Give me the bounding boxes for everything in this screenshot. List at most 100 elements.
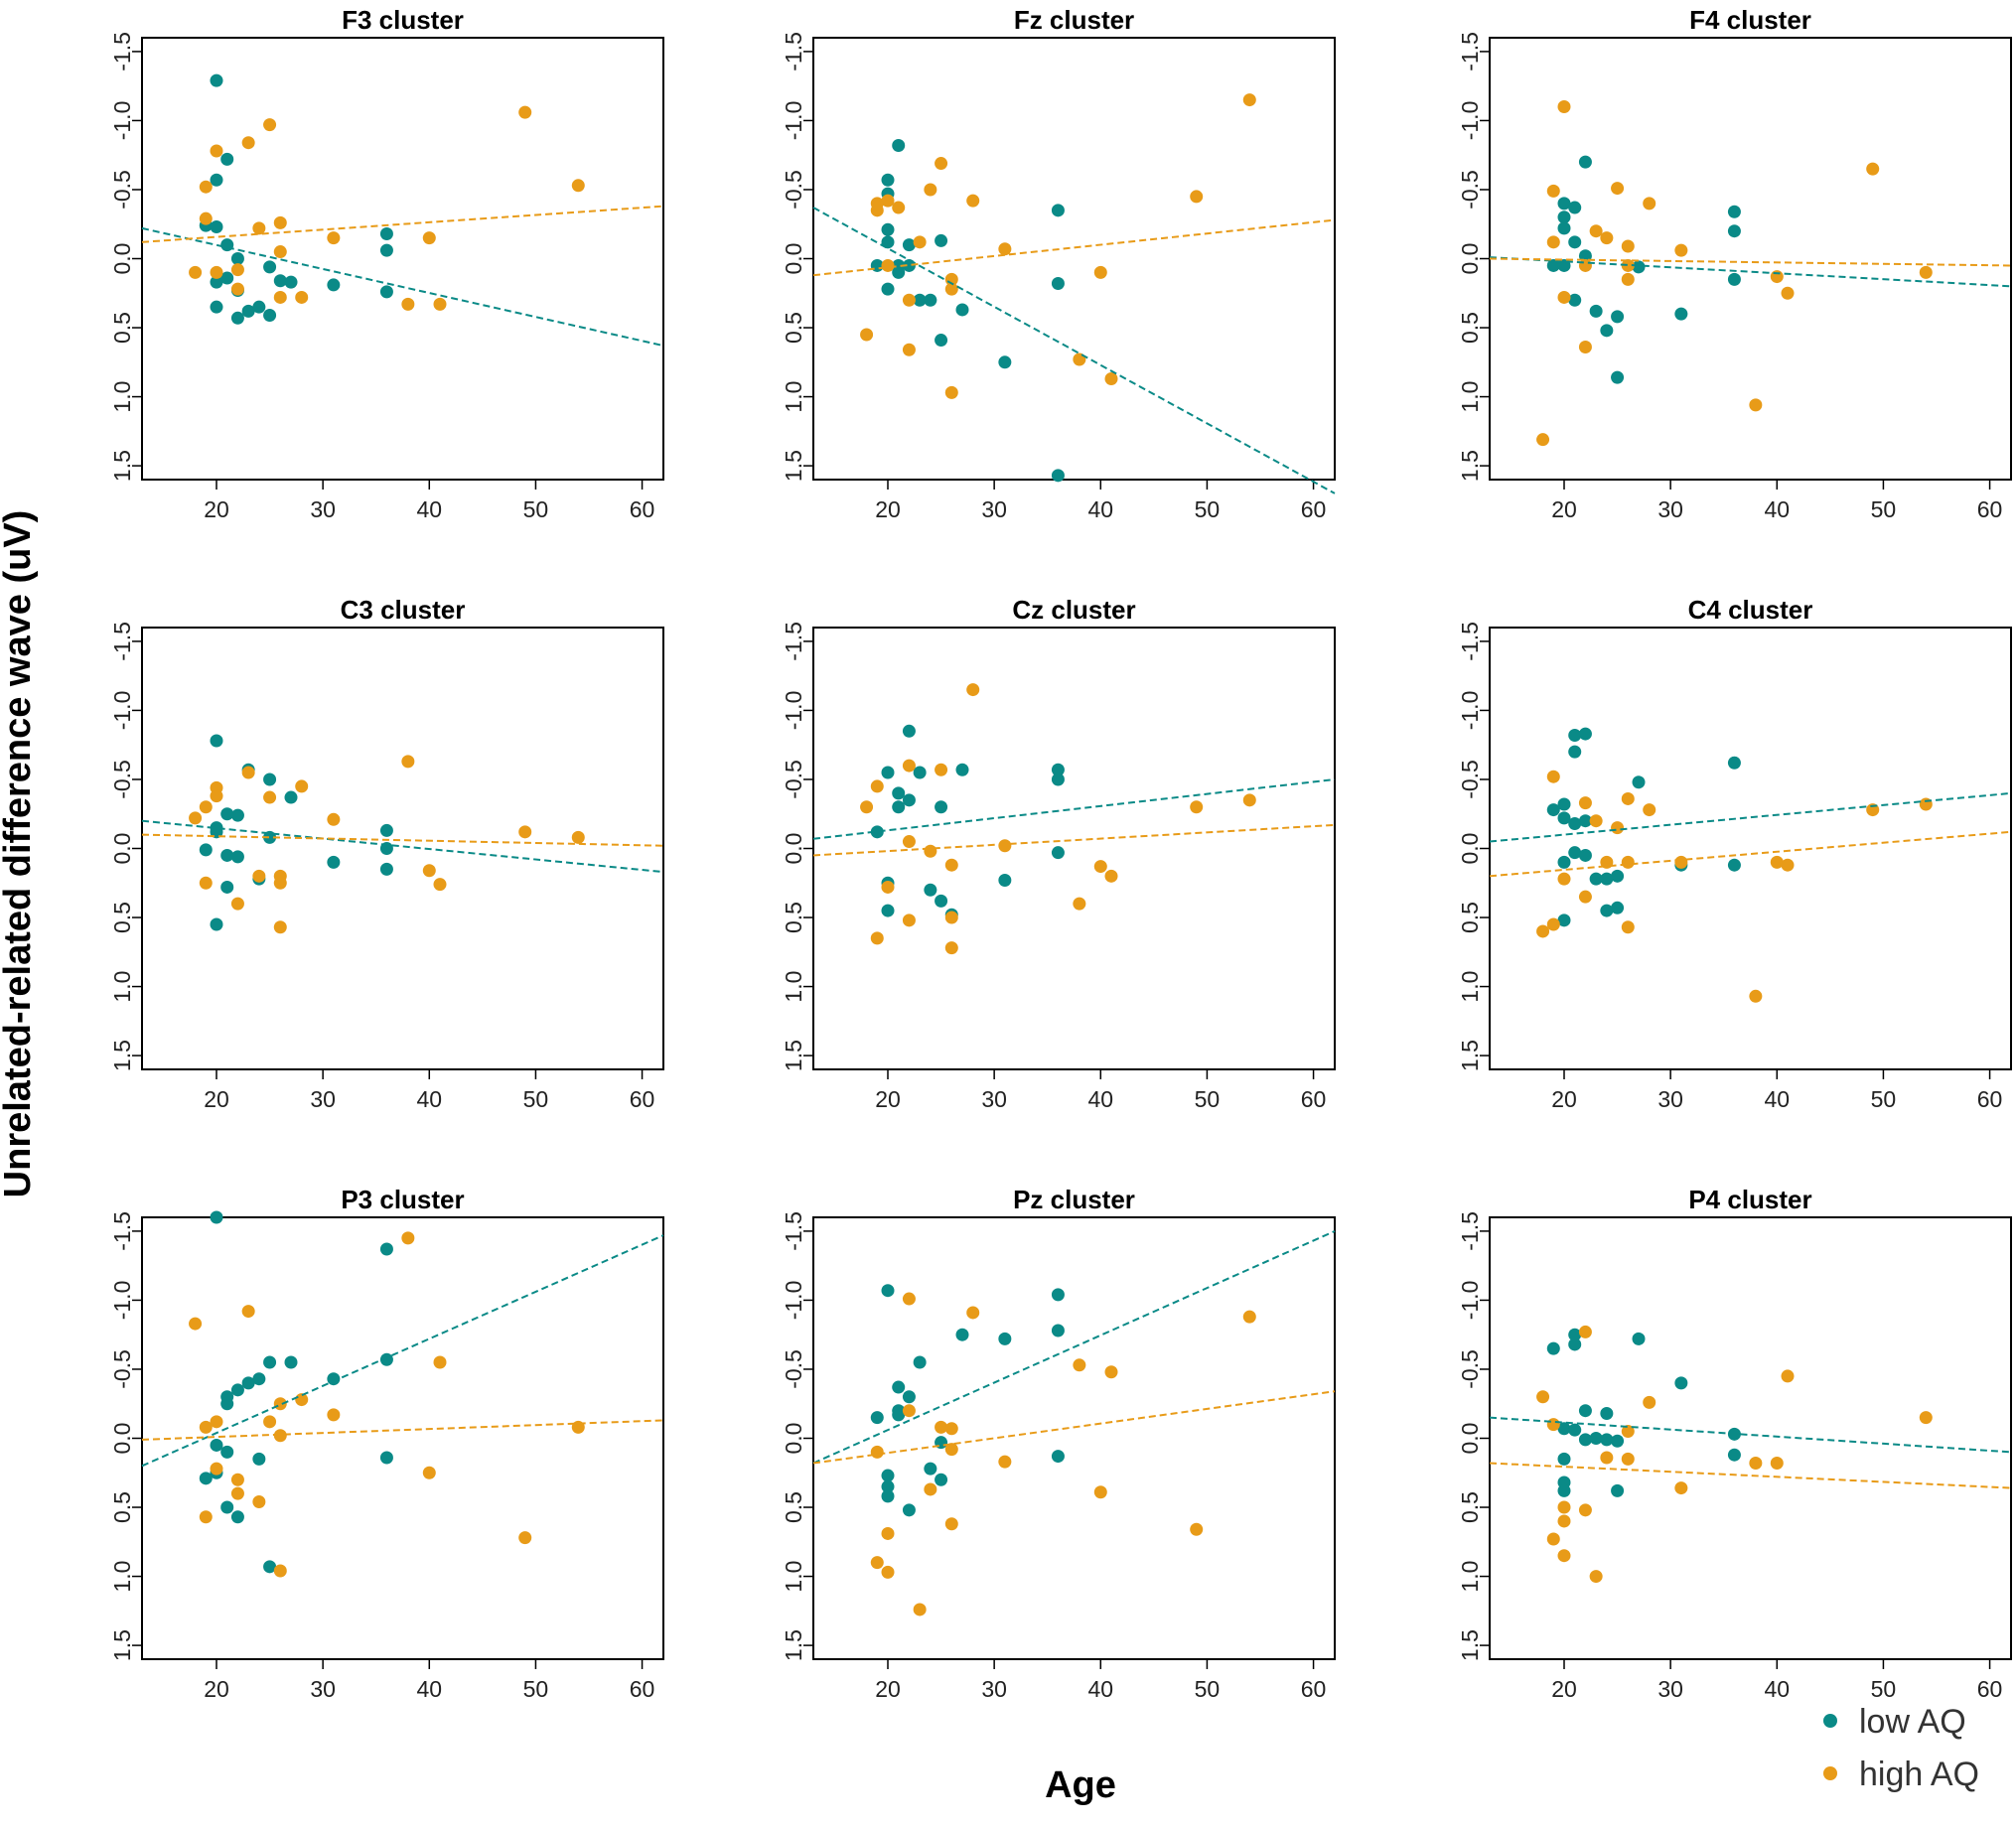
y-tick-label: -1.5 [109, 1211, 135, 1251]
data-point-low-aq [1727, 1448, 1741, 1462]
data-point-low-aq [913, 1355, 927, 1369]
x-tick-label: 40 [1764, 1676, 1790, 1702]
y-tick-label: -0.5 [1457, 760, 1483, 799]
data-point-high-aq [1073, 1358, 1086, 1372]
trend-line-low-aq [141, 226, 664, 348]
x-tick-label: 50 [1195, 1086, 1221, 1112]
data-point-low-aq [881, 173, 895, 187]
data-point-low-aq [1051, 1324, 1065, 1337]
plot-frame [812, 1216, 1336, 1660]
data-point-high-aq [998, 1455, 1012, 1469]
data-point-high-aq [1536, 433, 1550, 447]
data-point-low-aq [210, 173, 223, 187]
y-tick-label: 1.5 [781, 1629, 806, 1661]
x-tick-label: 60 [1301, 496, 1327, 522]
y-tick-label: 0.5 [781, 902, 806, 933]
data-point-low-aq [220, 880, 234, 894]
data-point-high-aq [881, 194, 895, 208]
data-point-high-aq [902, 1404, 916, 1418]
panel-c3-cluster: C3 cluster 20 30 40 50 60 -1.5 -1.0 -0.5 0.0 0.5 1.… [109, 595, 664, 1112]
data-point-high-aq [1104, 1365, 1118, 1379]
data-point-high-aq [1578, 341, 1592, 353]
data-point-high-aq [199, 180, 213, 194]
data-point-high-aq [1621, 855, 1635, 869]
data-point-high-aq [1749, 1457, 1763, 1471]
data-point-low-aq [230, 808, 244, 822]
panel-title: C3 cluster [341, 595, 466, 625]
data-point-low-aq [273, 274, 287, 288]
data-point-high-aq [263, 790, 277, 804]
x-tick-label: 60 [1977, 1676, 2003, 1702]
y-tick-label: 0.5 [1457, 312, 1483, 344]
data-point-low-aq [1578, 727, 1592, 741]
data-point-low-aq [1557, 221, 1571, 235]
data-point-high-aq [966, 194, 980, 208]
data-point-low-aq [263, 1355, 277, 1369]
data-point-high-aq [241, 766, 255, 779]
data-point-low-aq [892, 138, 906, 152]
data-point-low-aq [892, 786, 906, 800]
data-point-high-aq [230, 897, 244, 911]
data-point-low-aq [1051, 277, 1065, 291]
data-point-high-aq [571, 179, 585, 193]
data-point-low-aq [327, 1372, 341, 1386]
data-point-high-aq [241, 136, 255, 150]
y-tick-label: 1.0 [109, 381, 135, 413]
data-point-high-aq [935, 763, 948, 776]
data-point-low-aq [220, 807, 234, 821]
x-tick-label: 60 [1301, 1086, 1327, 1112]
data-point-high-aq [1749, 398, 1763, 412]
data-point-high-aq [230, 1486, 244, 1500]
y-tick-label: -0.5 [1457, 1349, 1483, 1389]
data-point-low-aq [1632, 260, 1646, 274]
data-point-low-aq [935, 800, 948, 814]
data-point-high-aq [1557, 1549, 1571, 1563]
data-point-low-aq [1611, 869, 1625, 883]
data-point-low-aq [1727, 756, 1741, 770]
x-tick-label: 30 [981, 1086, 1007, 1112]
data-point-high-aq [870, 931, 884, 945]
data-point-high-aq [1781, 858, 1795, 872]
data-point-high-aq [273, 215, 287, 229]
data-point-high-aq [1866, 162, 1880, 176]
trend-line-low-aq [1489, 1416, 2012, 1454]
data-point-high-aq [870, 779, 884, 793]
x-tick-label: 20 [204, 496, 229, 522]
y-tick-label: 0.5 [109, 1491, 135, 1523]
data-point-low-aq [913, 293, 927, 307]
data-point-low-aq [241, 304, 255, 318]
data-point-high-aq [252, 1494, 266, 1508]
y-tick-label: 1.5 [781, 1040, 806, 1071]
data-point-low-aq [1557, 1483, 1571, 1497]
y-tick-label: 0.0 [781, 833, 806, 865]
data-point-low-aq [1051, 1288, 1065, 1302]
data-point-high-aq [1781, 286, 1795, 300]
data-point-high-aq [944, 385, 958, 399]
x-tick-label: 50 [1195, 1676, 1221, 1702]
data-point-high-aq [518, 1531, 532, 1545]
data-point-low-aq [1568, 816, 1582, 830]
y-tick-label: 0.0 [109, 1423, 135, 1455]
data-point-high-aq [273, 1564, 287, 1578]
data-point-low-aq [241, 1376, 255, 1390]
x-tick-label: 30 [1657, 496, 1683, 522]
trend-line-low-aq [812, 777, 1336, 840]
data-point-low-aq [1557, 811, 1571, 825]
data-point-low-aq [870, 1411, 884, 1425]
y-tick-label: 0.0 [109, 833, 135, 865]
data-point-high-aq [1621, 920, 1635, 934]
data-point-low-aq [1674, 1376, 1688, 1390]
data-point-low-aq [1589, 1432, 1603, 1445]
data-point-high-aq [241, 1305, 255, 1319]
x-tick-label: 30 [310, 1086, 336, 1112]
data-point-high-aq [518, 105, 532, 119]
data-point-high-aq [1557, 290, 1571, 304]
data-point-high-aq [1621, 1452, 1635, 1466]
data-point-high-aq [1589, 224, 1603, 238]
data-point-high-aq [902, 914, 916, 927]
data-point-high-aq [263, 118, 277, 132]
data-point-low-aq [263, 1560, 277, 1574]
data-point-low-aq [210, 734, 223, 748]
trend-line-high-aq [812, 1390, 1336, 1465]
data-point-high-aq [433, 1355, 447, 1369]
